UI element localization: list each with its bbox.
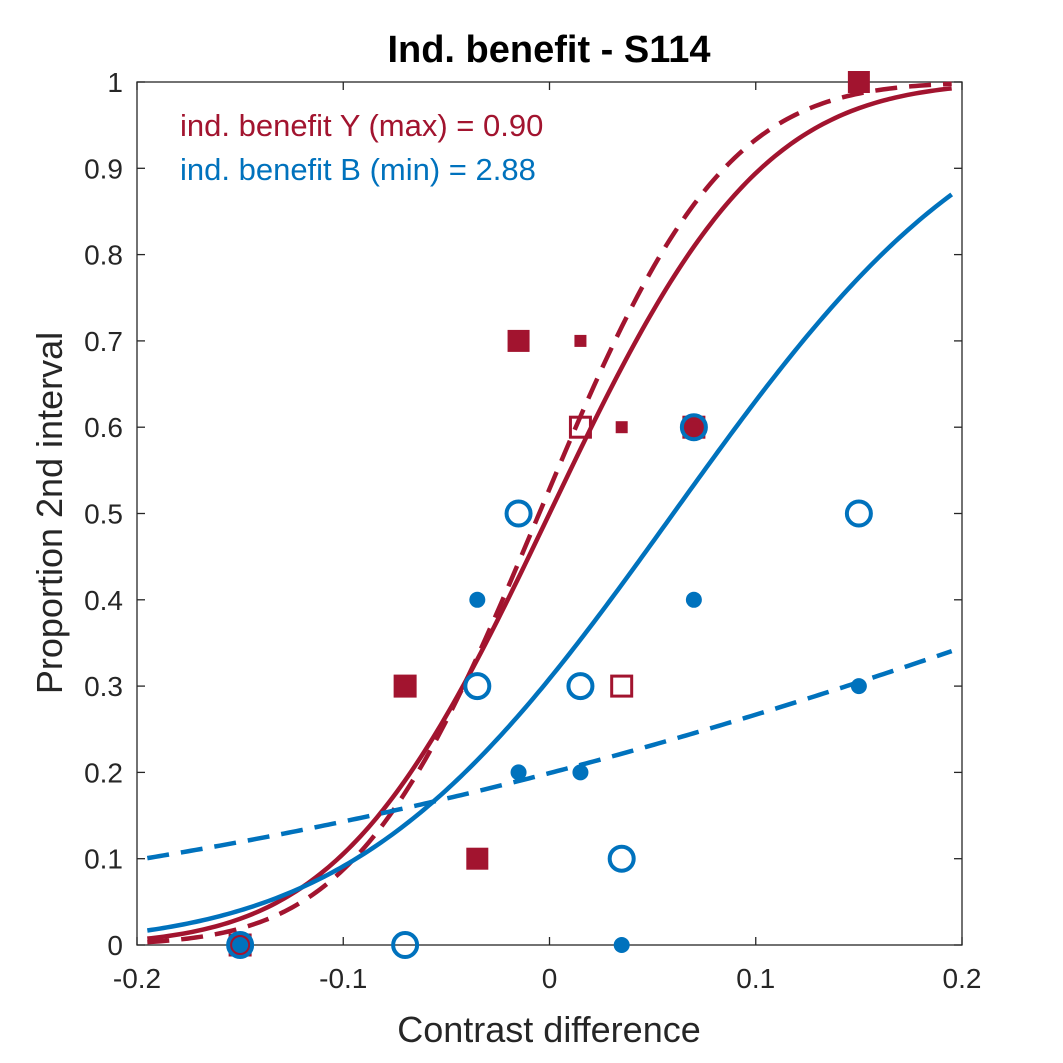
marker-filled-square-small (615, 421, 628, 434)
marker-filled-dot (572, 764, 589, 781)
marker-open-circle (844, 499, 873, 528)
marker-open-circle (226, 931, 255, 959)
marker-filled-square-large (847, 71, 870, 93)
fit-curve-solid-0 (147, 86, 952, 941)
annotation-text: ind. benefit B (min) = 2.88 (180, 152, 536, 187)
fit-curve-dashed-3 (146, 649, 953, 861)
marker-filled-square-small (399, 680, 412, 693)
marker-open-square (393, 674, 417, 698)
y-axis-label: Proportion 2nd interval (29, 332, 70, 694)
marker-filled-square-large (466, 847, 489, 870)
y-tick-label: 0.9 (84, 153, 123, 184)
y-tick-label: 0.2 (84, 757, 123, 788)
marker-filled-dot (232, 937, 249, 953)
marker-filled-square-small (687, 421, 700, 434)
marker-filled-dot (613, 937, 630, 953)
y-tick-label: 0.7 (84, 326, 123, 357)
marker-open-circle (463, 672, 492, 701)
y-tick-label: 0.1 (84, 844, 123, 875)
marker-open-square (568, 415, 592, 439)
chart-title: Ind. benefit - S114 (387, 29, 710, 71)
marker-filled-dot (510, 764, 527, 781)
fit-curve-solid-2 (146, 192, 954, 933)
marker-open-circle (607, 844, 636, 873)
axis-ticks: 0 0.1 0.2 0.3 0.4 0.5 0.6 0.7 0.8 0.9 1 -0.2 -0.1 0 0.… (84, 67, 981, 994)
marker-open-square (610, 674, 634, 698)
annotation-text: ind. benefit Y (max) = 0.90 (180, 108, 543, 143)
y-tick-label: 0.5 (84, 499, 123, 530)
y-tick-label: 0.8 (84, 240, 123, 271)
y-tick-label: 0 (107, 930, 123, 961)
marker-open-circle (566, 672, 595, 701)
marker-filled-square-large (507, 329, 530, 352)
marker-filled-dot (469, 591, 486, 608)
data-markers (226, 71, 873, 959)
y-tick-label: 1 (107, 67, 123, 98)
x-tick-label: -0.1 (319, 963, 367, 994)
marker-open-circle (391, 931, 420, 959)
marker-open-circle (679, 413, 708, 442)
x-axis-label: Contrast difference (397, 1009, 701, 1050)
annotations: ind. benefit Y (max) = 0.90 ind. benefit … (180, 108, 543, 187)
y-tick-label: 0.3 (84, 671, 123, 702)
fitted-curves (146, 81, 954, 945)
y-tick-label: 0.6 (84, 412, 123, 443)
x-tick-label: 0.2 (943, 963, 982, 994)
marker-filled-square-small (574, 334, 587, 347)
marker-filled-dot (685, 591, 702, 608)
marker-filled-dot (850, 678, 867, 695)
x-tick-label: 0 (542, 963, 558, 994)
x-tick-label: 0.1 (736, 963, 775, 994)
y-tick-label: 0.4 (84, 585, 123, 616)
x-tick-label: -0.2 (113, 963, 161, 994)
fit-curve-dashed-1 (147, 81, 952, 945)
marker-open-circle (504, 499, 533, 528)
